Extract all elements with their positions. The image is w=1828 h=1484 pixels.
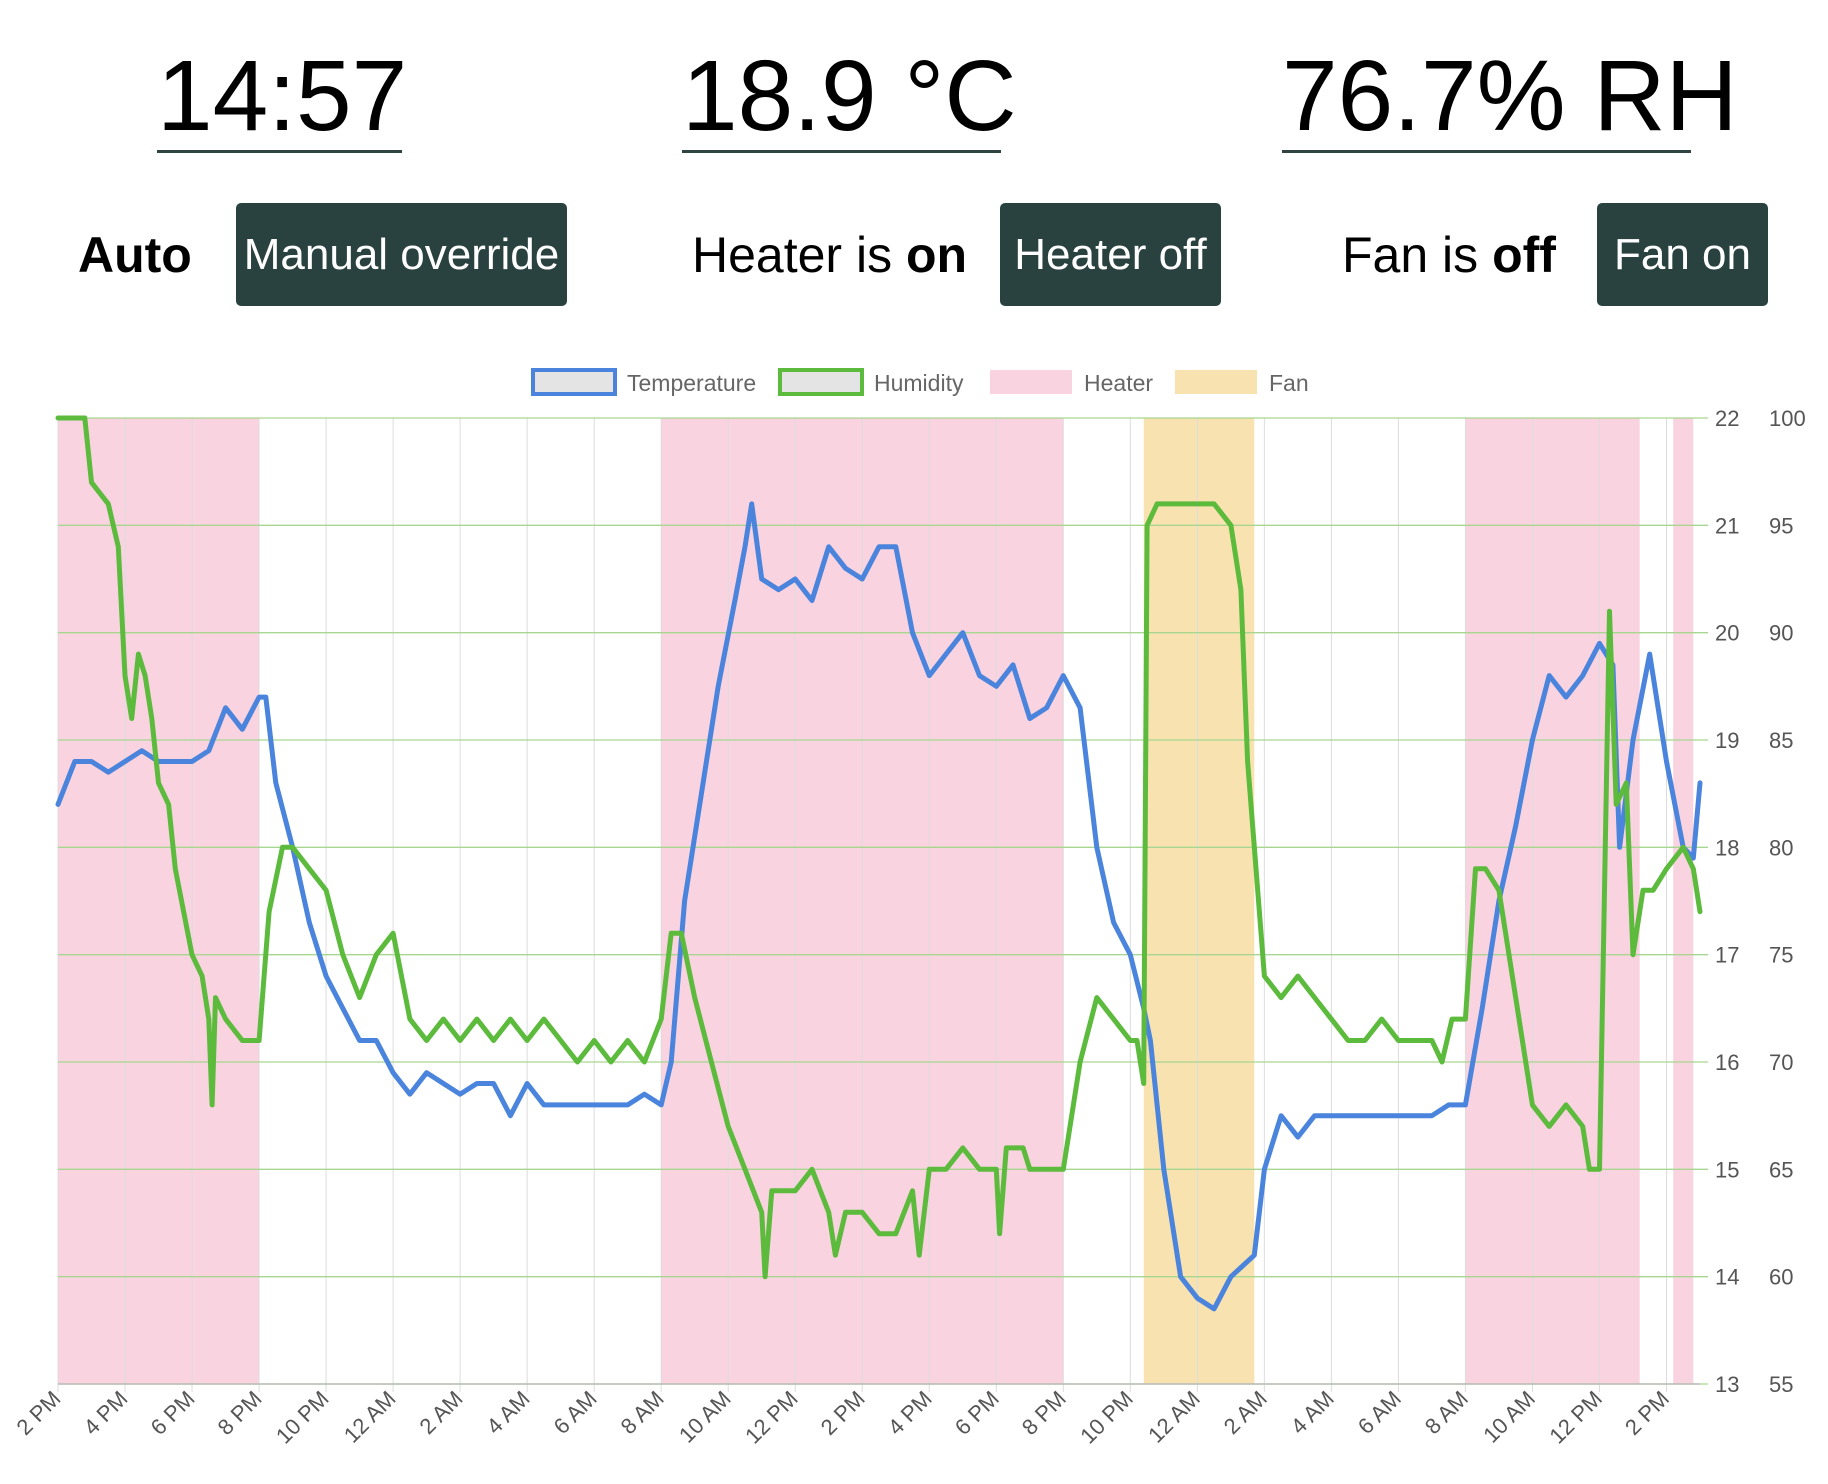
y-left-tick-label: 14 — [1715, 1265, 1739, 1290]
humidity-readout: 76.7% RH — [1282, 40, 1738, 153]
chart-legend[interactable]: Temperature Humidity Heater Fan — [531, 368, 1309, 396]
legend-swatch — [1175, 370, 1257, 394]
x-tick-label: 8 AM — [616, 1386, 669, 1439]
heater-band-3 — [1673, 418, 1694, 1384]
x-tick-label: 6 AM — [549, 1386, 602, 1439]
y-right-tick-label: 75 — [1769, 943, 1793, 968]
y-right-tick-label: 100 — [1769, 406, 1806, 431]
heater-off-button[interactable]: Heater off — [1000, 203, 1221, 306]
y-left-tick-label: 19 — [1715, 728, 1739, 753]
legend-label: Temperature — [627, 370, 756, 396]
heater-band-2 — [1465, 418, 1640, 1384]
mode-label: Auto — [78, 227, 192, 283]
fan-state: off — [1492, 227, 1556, 283]
y-left-tick-label: 21 — [1715, 513, 1739, 538]
heater-state: on — [905, 227, 968, 283]
x-tick-label: 8 PM — [213, 1386, 267, 1440]
legend-swatch — [990, 370, 1072, 394]
x-tick-label: 2 PM — [1620, 1386, 1674, 1440]
x-tick-label: 10 AM — [674, 1386, 736, 1448]
legend-item-fan[interactable]: Fan — [1175, 370, 1309, 396]
x-tick-label: 10 PM — [1075, 1386, 1138, 1449]
manual-override-button[interactable]: Manual override — [236, 203, 567, 306]
x-tick-label: 12 PM — [1544, 1386, 1607, 1449]
x-tick-label: 12 AM — [1143, 1386, 1205, 1448]
y-right-tick-label: 65 — [1769, 1157, 1793, 1182]
legend-item-humidity[interactable]: Humidity — [778, 368, 964, 396]
x-tick-label: 2 PM — [816, 1386, 870, 1440]
x-tick-label: 10 PM — [271, 1386, 334, 1449]
x-tick-label: 2 AM — [415, 1386, 468, 1439]
x-tick-label: 4 PM — [79, 1386, 133, 1440]
y-right-tick-label: 55 — [1769, 1372, 1793, 1397]
legend-item-heater[interactable]: Heater — [990, 370, 1153, 396]
x-tick-label: 10 AM — [1478, 1386, 1540, 1448]
y-left-tick-label: 16 — [1715, 1050, 1739, 1075]
heater-band-0 — [58, 418, 260, 1384]
legend-label: Humidity — [874, 370, 964, 396]
x-tick-label: 4 AM — [482, 1386, 535, 1439]
legend-item-temperature[interactable]: Temperature — [531, 368, 756, 396]
legend-label: Heater — [1084, 370, 1153, 396]
y-right-tick-label: 80 — [1769, 835, 1793, 860]
fan-band-0 — [1143, 418, 1255, 1384]
x-tick-label: 6 AM — [1353, 1386, 1406, 1439]
y-left-tick-label: 22 — [1715, 406, 1739, 431]
legend-label: Fan — [1269, 370, 1309, 396]
fan-on-button[interactable]: Fan on — [1597, 203, 1768, 306]
x-tick-label: 6 PM — [146, 1386, 200, 1440]
y-right-tick-label: 70 — [1769, 1050, 1793, 1075]
time-readout: 14:57 — [157, 40, 408, 153]
heater-status: Heater is on — [692, 220, 967, 290]
mode-status: Auto — [78, 220, 192, 290]
fan-status: Fan is off — [1342, 220, 1556, 290]
x-tick-label: 12 AM — [339, 1386, 401, 1448]
y-left-tick-label: 13 — [1715, 1372, 1739, 1397]
series-lines — [55, 415, 1703, 1312]
legend-swatch — [531, 368, 617, 396]
climate-chart: 2 PM 4 PM 6 PM 8 PM 10 PM 12 AM 2 AM 4 AM 6 AM 8 … — [12, 368, 1806, 1449]
y-right-tick-label: 90 — [1769, 621, 1793, 646]
x-tick-label: 8 AM — [1420, 1386, 1473, 1439]
y-right-tick-label: 85 — [1769, 728, 1793, 753]
temperature-readout: 18.9 °C — [682, 40, 1017, 153]
x-tick-label: 2 PM — [12, 1386, 66, 1440]
x-tick-label: 6 PM — [950, 1386, 1004, 1440]
y-left-tick-label: 17 — [1715, 943, 1739, 968]
y-right-tick-label: 95 — [1769, 513, 1793, 538]
heater-status-prefix: Heater is — [692, 227, 906, 283]
x-tick-label: 2 AM — [1219, 1386, 1272, 1439]
y-left-tick-label: 15 — [1715, 1157, 1739, 1182]
x-tick-label: 8 PM — [1017, 1386, 1071, 1440]
y-right-tick-label: 60 — [1769, 1265, 1793, 1290]
legend-swatch — [778, 368, 864, 396]
y-left-tick-label: 18 — [1715, 835, 1739, 860]
x-tick-label: 4 AM — [1286, 1386, 1339, 1439]
humidity-series-line — [55, 415, 1703, 1280]
temperature-series-line — [55, 501, 1703, 1312]
fan-status-prefix: Fan is — [1342, 227, 1493, 283]
y-left-tick-label: 20 — [1715, 621, 1739, 646]
x-tick-label: 4 PM — [883, 1386, 937, 1440]
x-tick-label: 12 PM — [740, 1386, 803, 1449]
